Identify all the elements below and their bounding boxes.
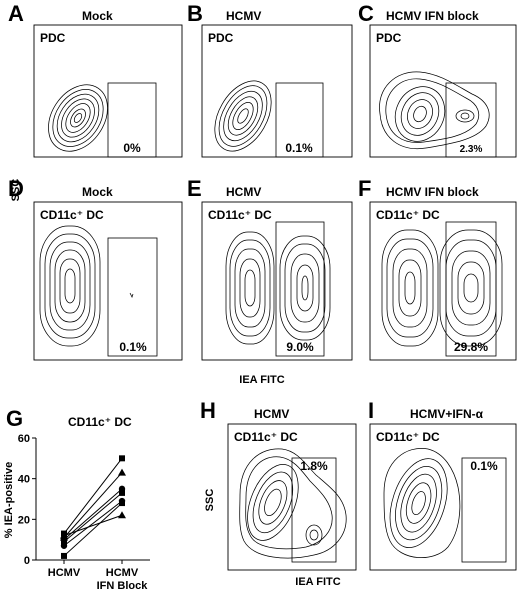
gate — [445, 82, 497, 158]
x-axis-label: IEA FITC — [295, 576, 340, 588]
gate-percentage: 29.8% — [454, 340, 488, 354]
panel-letter: G — [6, 406, 23, 431]
gate-percentage: 0.1% — [470, 459, 498, 473]
chart-y-tick-label: 40 — [18, 474, 30, 486]
contour-plot — [239, 448, 347, 559]
chart-y-tick-label: 0 — [24, 555, 30, 567]
gate — [461, 457, 507, 563]
plot-frame — [227, 423, 357, 571]
chart-title: CD11c⁺ DC — [68, 415, 132, 429]
gate-percentage: 0.1% — [119, 340, 147, 354]
gate — [107, 82, 157, 158]
panel-i: I HCMV+IFN-α CD11c⁺ DC 0.1% — [368, 398, 517, 571]
gate — [445, 221, 497, 357]
plot-frame — [369, 24, 517, 158]
panel-title: HCMV — [226, 185, 261, 199]
panel-letter: F — [358, 176, 371, 201]
chart-point — [119, 455, 125, 462]
panel-title: Mock — [82, 9, 113, 23]
chart-point — [119, 489, 125, 496]
x-axis-label: IEA FITC — [239, 374, 284, 386]
event-speck — [129, 292, 134, 298]
plot-frame — [369, 423, 517, 571]
chart-x-tick-label: HCMV — [48, 567, 81, 579]
gate-percentage: 1.8% — [300, 459, 328, 473]
cell-type-label: PDC — [40, 31, 66, 45]
panel-title: Mock — [82, 185, 113, 199]
panel-letter: B — [187, 1, 203, 26]
chart-series-line — [63, 514, 123, 537]
panel-title: HCMV — [226, 9, 261, 23]
gate-percentage: 2.3% — [460, 144, 483, 155]
contour-plot — [48, 84, 108, 152]
chart-point — [60, 536, 68, 543]
cell-type-label: PDC — [376, 31, 402, 45]
chart-point — [61, 552, 67, 559]
panel-f: F HCMV IFN block CD11c⁺ DC 29.8% — [358, 176, 517, 361]
cell-type-label: CD11c⁺ DC — [376, 430, 440, 444]
panel-letter: E — [187, 176, 202, 201]
gate — [107, 237, 158, 357]
y-axis-label: SSC — [204, 489, 216, 512]
contour-plot — [214, 80, 272, 152]
gate-percentage: 0.1% — [285, 141, 313, 155]
plot-frame — [33, 201, 183, 361]
panel-b: B HCMV PDC 0.1% — [187, 1, 353, 158]
cell-type-label: PDC — [208, 31, 234, 45]
gate — [275, 82, 324, 158]
panel-letter: C — [358, 1, 374, 26]
contour-plot — [383, 448, 461, 559]
panel-c: C HCMV IFN block PDC 2.3% — [358, 1, 517, 158]
panel-title: HCMV IFN block — [386, 185, 479, 199]
cell-type-label: CD11c⁺ DC — [376, 208, 440, 222]
panel-title: HCMV IFN block — [386, 9, 479, 23]
chart-point — [118, 511, 126, 519]
y-axis-label: SSC — [10, 179, 22, 202]
chart-series-line — [63, 502, 123, 557]
panel-letter: D — [8, 176, 24, 201]
chart-series-line — [63, 458, 123, 534]
panel-letter: I — [368, 398, 374, 423]
chart-point — [118, 497, 126, 505]
panel-d: D Mock CD11c⁺ DC 0.1% — [8, 176, 183, 361]
chart-y-axis-label: % IEA-positive — [3, 462, 15, 538]
cell-type-label: CD11c⁺ DC — [208, 208, 272, 222]
chart-x-tick-label: HCMV — [106, 567, 139, 579]
chart-y-tick-label: 20 — [18, 514, 30, 526]
panel-letter: A — [8, 1, 24, 26]
chart-y-tick-label: 60 — [18, 433, 30, 445]
panel-title: HCMV+IFN-α — [410, 407, 484, 421]
panel-e: E HCMV CD11c⁺ DC 9.0% — [187, 176, 353, 361]
cell-type-label: CD11c⁺ DC — [234, 430, 298, 444]
gate-percentage: 9.0% — [286, 340, 314, 354]
panel-h: H HCMV CD11c⁺ DC 1.8% — [200, 398, 357, 571]
cell-type-label: CD11c⁺ DC — [40, 208, 104, 222]
contour-plot — [379, 71, 490, 150]
gate-percentage: 0% — [123, 141, 141, 155]
chart-x-tick-label: IFN Block — [97, 580, 149, 592]
plot-frame — [369, 201, 517, 361]
gate — [291, 457, 337, 563]
chart-point — [60, 531, 68, 539]
gate — [275, 221, 325, 357]
panel-a: A Mock PDC 0% — [8, 1, 183, 158]
chart-point — [118, 468, 126, 476]
contour-plot — [39, 225, 101, 347]
chart-series-line — [63, 492, 123, 543]
panel-letter: H — [200, 398, 216, 423]
panel-title: HCMV — [254, 407, 289, 421]
chart-point — [118, 485, 126, 493]
contour-plot — [381, 229, 503, 347]
panel-g-chart: G CD11c⁺ DC % IEA-positive 0 20 40 60 HCMV HC… — [3, 406, 150, 592]
chart-series-line — [63, 488, 123, 541]
plot-frame — [201, 201, 353, 361]
chart-series-line — [63, 500, 123, 547]
contour-plot — [225, 231, 331, 345]
chart-series-line — [63, 472, 123, 538]
